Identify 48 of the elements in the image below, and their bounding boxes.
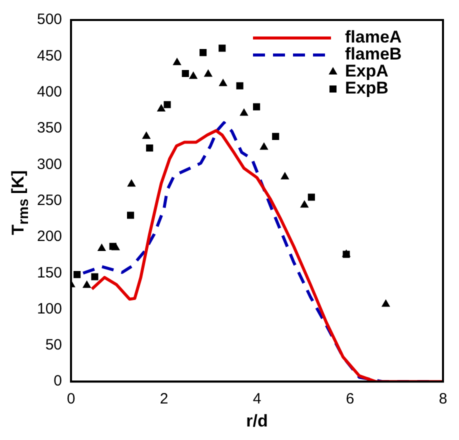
point [253,103,260,110]
point [204,69,213,77]
point [272,132,280,140]
x-tick-label: 2 [160,390,168,408]
point [280,172,290,180]
point [97,244,106,252]
x-tick-label: 8 [438,390,448,408]
point [74,271,81,278]
y-tick-label: 150 [36,264,62,282]
x-axis-title: r/d [246,411,268,430]
legend-label: flameB [345,44,402,64]
point [200,49,207,56]
point [240,108,248,116]
point [82,280,92,288]
point [218,78,228,86]
y-tick-label: 500 [36,11,62,28]
point [381,299,390,307]
point [146,144,154,152]
point [260,142,268,150]
point [127,212,134,219]
y-tick-label: 300 [36,156,62,173]
point [164,101,171,108]
y-tick-label: 50 [45,336,62,354]
point [172,58,182,66]
y-tick-label: 400 [36,83,62,100]
y-tick-label: 250 [36,192,62,209]
legend-label: ExpA [345,62,388,81]
point [127,179,136,187]
point [308,194,315,201]
point [91,273,98,280]
x-tick-label: 6 [346,390,354,408]
legend-label: flameA [345,28,402,47]
point [300,200,309,208]
point [182,70,189,78]
y-tick-label: 200 [36,228,62,246]
y-tick-label: 450 [36,47,62,64]
y-tick-label: 100 [36,300,62,318]
y-tick-label: 350 [36,120,62,137]
x-tick-label: 4 [252,390,262,408]
legend-label: ExpB [345,78,388,98]
y-tick-label: 0 [54,372,62,390]
point [156,104,166,112]
point [218,44,226,52]
point [111,242,120,250]
x-tick-label: 0 [66,390,76,408]
point [142,131,151,139]
point [188,71,198,79]
point [236,82,244,90]
